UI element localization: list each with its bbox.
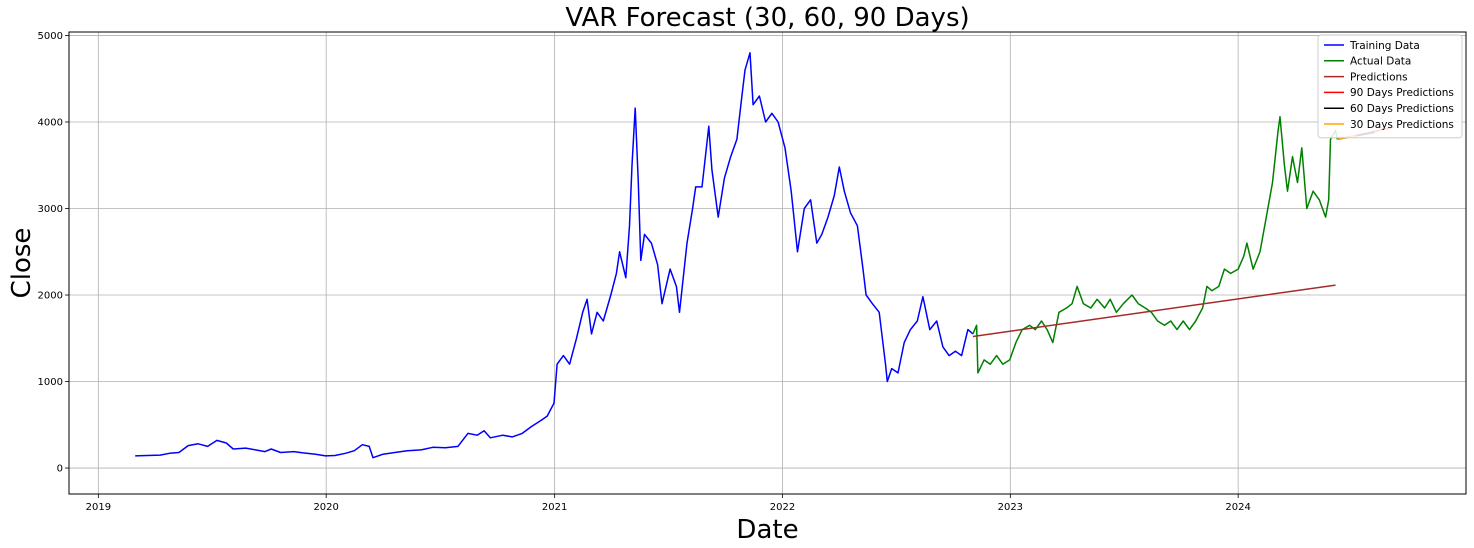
y-tick-label: 3000 xyxy=(38,204,63,215)
x-tick-label: 2021 xyxy=(542,502,567,513)
x-tick-label: 2024 xyxy=(1225,502,1250,513)
legend-label-90-days-predictions: 90 Days Predictions xyxy=(1350,87,1454,99)
x-tick-label: 2020 xyxy=(313,502,338,513)
y-tick-label: 0 xyxy=(57,464,63,475)
x-tick-label: 2019 xyxy=(86,502,111,513)
x-axis-label: Date xyxy=(736,515,798,545)
grid-layer xyxy=(69,32,1466,494)
legend-label-actual-data: Actual Data xyxy=(1350,56,1411,68)
legend-box xyxy=(1317,34,1463,139)
y-tick-label: 1000 xyxy=(38,377,63,388)
legend-label-60-days-predictions: 60 Days Predictions xyxy=(1350,103,1454,115)
ticks-layer: 2019 2020 2021 2022 2023 2024 0 1000 2000 3000 400… xyxy=(38,31,1251,513)
legend-label-predictions: Predictions xyxy=(1350,71,1408,83)
plot-area-frame xyxy=(68,31,1467,495)
series-line-training-data xyxy=(135,52,974,459)
series-layer xyxy=(135,52,1394,459)
legend-label-training-data: Training Data xyxy=(1349,40,1420,52)
x-tick-label: 2023 xyxy=(998,502,1023,513)
legend: Training Data Actual Data Predictions 90 Da… xyxy=(1317,34,1463,139)
x-tick-label: 2022 xyxy=(770,502,795,513)
y-tick-label: 2000 xyxy=(38,291,63,302)
y-tick-label: 4000 xyxy=(38,117,63,128)
legend-label-30-days-predictions: 30 Days Predictions xyxy=(1350,119,1454,131)
y-tick-label: 5000 xyxy=(38,31,63,42)
chart-title: VAR Forecast (30, 60, 90 Days) xyxy=(565,3,969,33)
series-line-predictions xyxy=(972,284,1336,338)
series-line-actual-data xyxy=(972,116,1339,374)
y-axis-label: Close xyxy=(7,228,37,299)
